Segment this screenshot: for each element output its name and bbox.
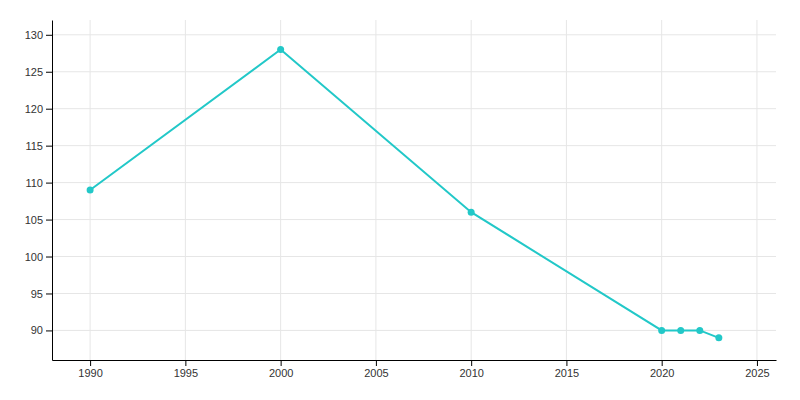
tick: 2000 <box>269 360 293 379</box>
grid-line-y <box>52 293 776 294</box>
tick-mark <box>46 35 52 36</box>
grid-line-x <box>185 20 186 360</box>
point <box>715 334 722 341</box>
tick-label: 125 <box>25 66 43 78</box>
point <box>677 327 684 334</box>
axis-line <box>52 21 53 361</box>
grid <box>52 20 776 360</box>
x-axis: 1990 1995 2000 2005 2010 2015 2020 2025 <box>53 360 777 379</box>
tick-label: 2010 <box>459 367 483 379</box>
tick: 90 <box>31 324 52 336</box>
grid-line-x <box>756 20 757 360</box>
tick-label: 105 <box>25 214 43 226</box>
tick-mark <box>662 360 663 366</box>
marks <box>87 46 723 341</box>
axis-line <box>53 360 777 361</box>
tick-label: 90 <box>31 324 43 336</box>
tick-mark <box>90 360 91 366</box>
grid-line-x <box>566 20 567 360</box>
tick: 125 <box>25 66 52 78</box>
tick: 2020 <box>650 360 674 379</box>
point <box>468 209 475 216</box>
tick-mark <box>46 330 52 331</box>
tick-label: 100 <box>25 251 43 263</box>
tick: 1995 <box>174 360 198 379</box>
tick-label: 130 <box>25 29 43 41</box>
tick-label: 120 <box>25 103 43 115</box>
grid-line-x <box>661 20 662 360</box>
tick-mark <box>185 360 186 366</box>
tick-label: 2005 <box>364 367 388 379</box>
tick: 2015 <box>555 360 579 379</box>
grid-line-x <box>375 20 376 360</box>
tick-label: 2025 <box>745 367 769 379</box>
tick: 120 <box>25 103 52 115</box>
tick-mark <box>566 360 567 366</box>
grid-line-y <box>52 182 776 183</box>
tick-mark <box>471 360 472 366</box>
tick-label: 110 <box>25 177 43 189</box>
tick: 100 <box>25 251 52 263</box>
tick-mark <box>46 220 52 221</box>
tick-mark <box>757 360 758 366</box>
grid-line-y <box>52 108 776 109</box>
point <box>87 187 94 194</box>
tick: 1990 <box>78 360 102 379</box>
tick: 2005 <box>364 360 388 379</box>
point <box>658 327 665 334</box>
plot: 1990 1995 2000 2005 2010 2015 2020 2025 90 95 100 1… <box>25 20 777 379</box>
tick-mark <box>46 293 52 294</box>
tick: 105 <box>25 214 52 226</box>
tick-label: 2020 <box>650 367 674 379</box>
tick-mark <box>46 146 52 147</box>
tick-label: 95 <box>31 287 43 299</box>
tick-mark <box>376 360 377 366</box>
tick-label: 2015 <box>555 367 579 379</box>
grid-line-y <box>52 256 776 257</box>
line <box>90 50 719 338</box>
grid-line-y <box>52 145 776 146</box>
tick-mark <box>46 257 52 258</box>
grid-line-x <box>280 20 281 360</box>
tick-label: 1995 <box>174 367 198 379</box>
tick: 110 <box>25 177 52 189</box>
tick-mark <box>46 183 52 184</box>
grid-line-y <box>52 71 776 72</box>
grid-line-y <box>52 34 776 35</box>
y-axis: 90 95 100 105 110 115 120 125 130 <box>25 21 53 361</box>
tick: 2010 <box>459 360 483 379</box>
chart: 1990 1995 2000 2005 2010 2015 2020 2025 90 95 100 1… <box>0 0 800 400</box>
tick: 115 <box>25 140 52 152</box>
tick: 130 <box>25 29 52 41</box>
tick: 95 <box>31 287 52 299</box>
grid-line-x <box>471 20 472 360</box>
tick-mark <box>46 109 52 110</box>
tick: 2025 <box>745 360 769 379</box>
point <box>696 327 703 334</box>
point <box>277 46 284 53</box>
tick-label: 2000 <box>269 367 293 379</box>
tick-mark <box>281 360 282 366</box>
tick-mark <box>46 72 52 73</box>
grid-line-y <box>52 219 776 220</box>
tick-label: 1990 <box>78 367 102 379</box>
tick-label: 115 <box>25 140 43 152</box>
